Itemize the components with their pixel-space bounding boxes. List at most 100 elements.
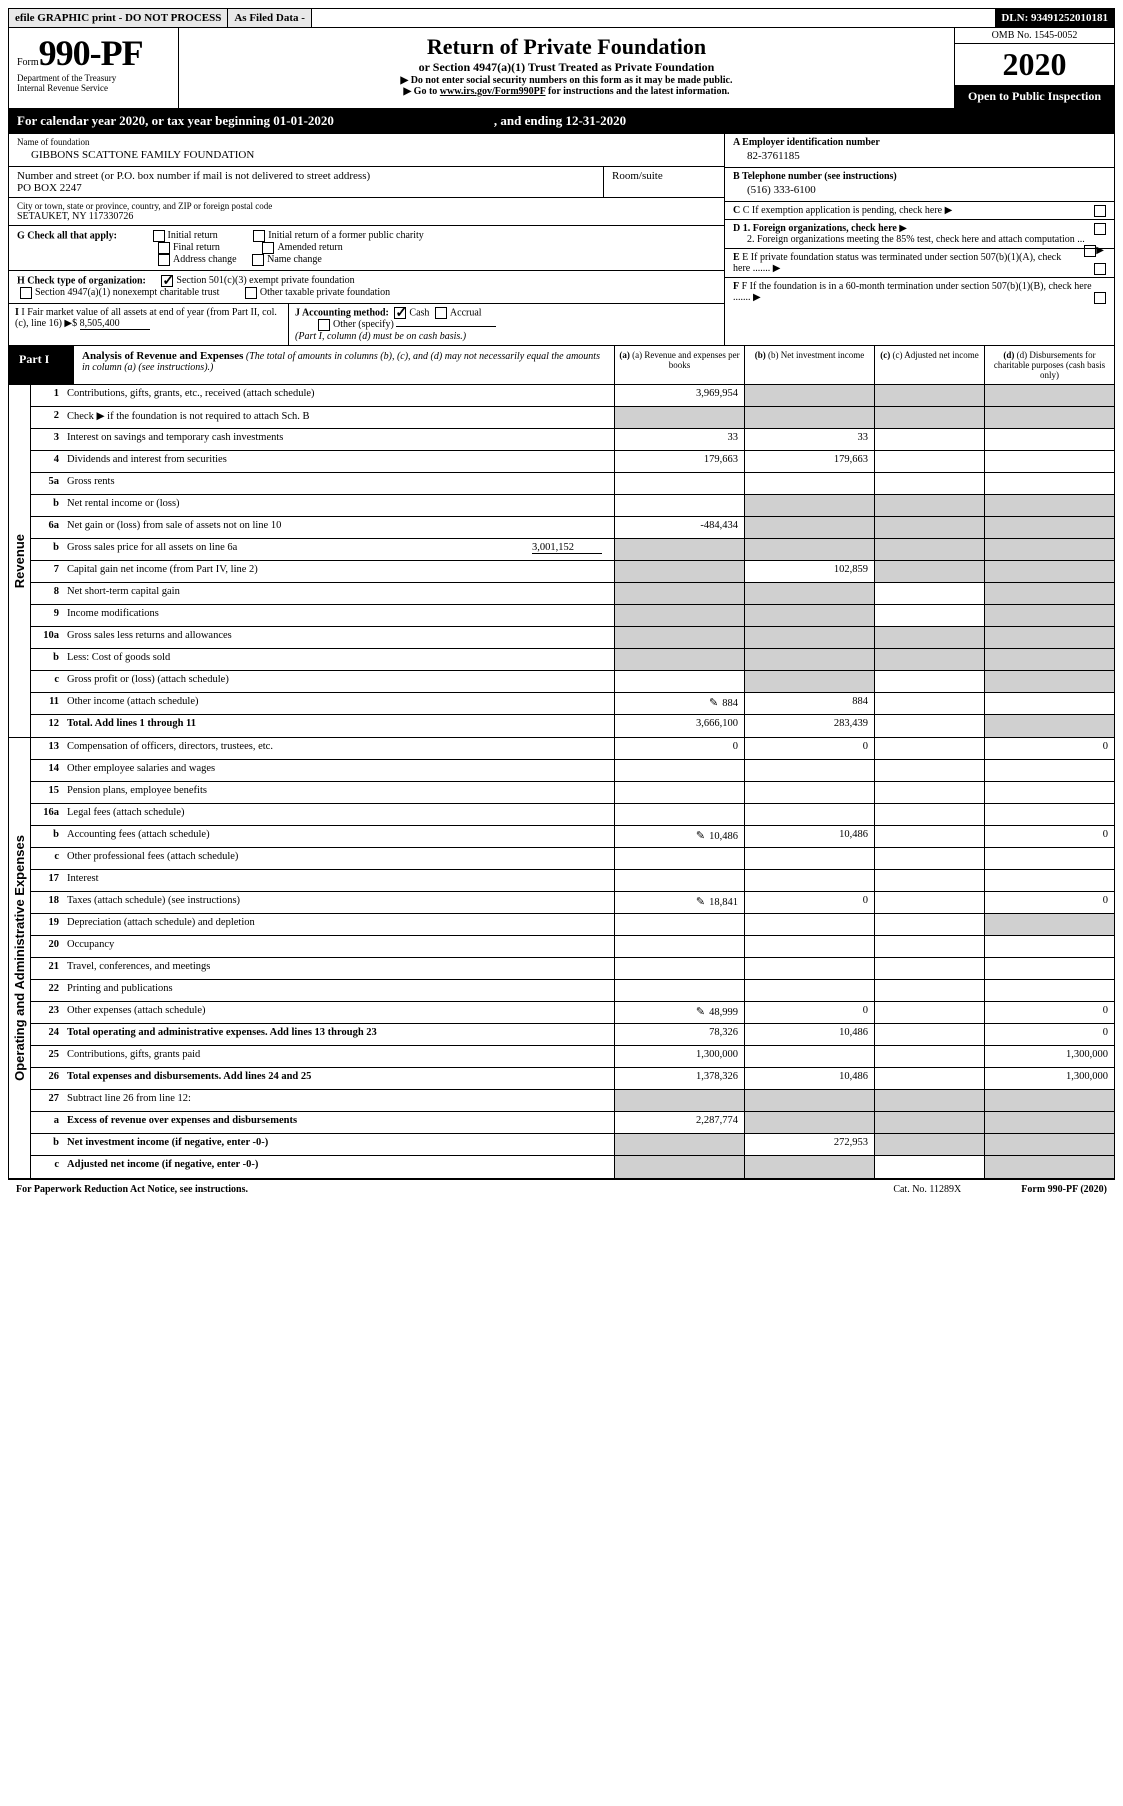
cell-2-c — [874, 407, 984, 428]
chk-d2[interactable] — [1084, 245, 1096, 257]
cell-15-a — [614, 782, 744, 803]
cell-a-d — [984, 1112, 1114, 1133]
cell-20-d — [984, 936, 1114, 957]
line-13: 13Compensation of officers, directors, t… — [31, 738, 1114, 760]
cell-10a-c — [874, 627, 984, 648]
cell-18-d: 0 — [984, 892, 1114, 913]
cell-5a-d — [984, 473, 1114, 494]
ssn-note: ▶ Do not enter social security numbers o… — [187, 75, 946, 86]
attach-icon[interactable]: ✎ — [709, 696, 718, 709]
irs-link[interactable]: www.irs.gov/Form990PF — [440, 86, 546, 97]
chk-final[interactable] — [158, 242, 170, 254]
cell-9-b — [744, 605, 874, 626]
form-ref: Form 990-PF (2020) — [1021, 1184, 1107, 1195]
cell-7-d — [984, 561, 1114, 582]
cell-24-a: 78,326 — [614, 1024, 744, 1045]
cell-b-c — [874, 1134, 984, 1155]
attach-icon[interactable]: ✎ — [696, 895, 705, 908]
chk-f[interactable] — [1094, 292, 1106, 304]
cell-c-a — [614, 848, 744, 869]
cell-13-c — [874, 738, 984, 759]
cell-18-b: 0 — [744, 892, 874, 913]
chk-cash[interactable] — [394, 307, 406, 319]
cell-5a-c — [874, 473, 984, 494]
as-filed: As Filed Data - — [228, 9, 312, 27]
attach-icon[interactable]: ✎ — [696, 1005, 705, 1018]
chk-d1[interactable] — [1094, 223, 1106, 235]
cell-b-a — [614, 649, 744, 670]
cell-15-c — [874, 782, 984, 803]
cell-16a-d — [984, 804, 1114, 825]
cell-c-c — [874, 671, 984, 692]
room-label: Room/suite — [612, 170, 716, 182]
cell-26-c — [874, 1068, 984, 1089]
c-label: C If exemption application is pending, c… — [743, 205, 942, 216]
chk-addr-change[interactable] — [158, 254, 170, 266]
chk-other-taxable[interactable] — [245, 287, 257, 299]
chk-c[interactable] — [1094, 205, 1106, 217]
part1-header: Part I Analysis of Revenue and Expenses … — [8, 346, 1115, 385]
cell-11-a: ✎884 — [614, 693, 744, 714]
cell-c-d — [984, 1156, 1114, 1178]
line-23: 23Other expenses (attach schedule)✎48,99… — [31, 1002, 1114, 1024]
cell-19-d — [984, 914, 1114, 935]
cell-8-d — [984, 583, 1114, 604]
cell-c-d — [984, 671, 1114, 692]
cell-b-a — [614, 495, 744, 516]
chk-e[interactable] — [1094, 263, 1106, 275]
header-center: Return of Private Foundation or Section … — [179, 28, 954, 108]
open-public: Open to Public Inspection — [955, 85, 1114, 108]
line-6a: 6aNet gain or (loss) from sale of assets… — [31, 517, 1114, 539]
cell-27-a — [614, 1090, 744, 1111]
line-c: cOther professional fees (attach schedul… — [31, 848, 1114, 870]
form-word: Form — [17, 57, 39, 68]
attach-icon[interactable]: ✎ — [696, 829, 705, 842]
chk-name-change[interactable] — [252, 254, 264, 266]
cell-14-c — [874, 760, 984, 781]
section-g: G Check all that apply: Initial return I… — [9, 226, 724, 271]
line-16a: 16aLegal fees (attach schedule) — [31, 804, 1114, 826]
cell-17-c — [874, 870, 984, 891]
cell-c-c — [874, 848, 984, 869]
chk-amended[interactable] — [262, 242, 274, 254]
cell-27-b — [744, 1090, 874, 1111]
cell-4-a: 179,663 — [614, 451, 744, 472]
cell-a-c — [874, 1112, 984, 1133]
name-label: Name of foundation — [17, 137, 716, 147]
page-footer: For Paperwork Reduction Act Notice, see … — [8, 1179, 1115, 1199]
line-9: 9Income modifications — [31, 605, 1114, 627]
chk-4947a1[interactable] — [20, 287, 32, 299]
line-3: 3Interest on savings and temporary cash … — [31, 429, 1114, 451]
chk-accrual[interactable] — [435, 307, 447, 319]
cell-20-c — [874, 936, 984, 957]
form-header: Form990-PF Department of the Treasury In… — [8, 28, 1115, 109]
cell-3-d — [984, 429, 1114, 450]
cell-b-d — [984, 539, 1114, 560]
form-id-block: Form990-PF Department of the Treasury In… — [9, 28, 179, 108]
ein-label: A Employer identification number — [733, 137, 880, 148]
cell-22-c — [874, 980, 984, 1001]
line-25: 25Contributions, gifts, grants paid1,300… — [31, 1046, 1114, 1068]
cell-25-c — [874, 1046, 984, 1067]
cell-27-c — [874, 1090, 984, 1111]
line-b: bGross sales price for all assets on lin… — [31, 539, 1114, 561]
cell-13-d: 0 — [984, 738, 1114, 759]
cell-19-a — [614, 914, 744, 935]
address: PO BOX 2247 — [17, 182, 595, 194]
cell-11-c — [874, 693, 984, 714]
cell-7-a — [614, 561, 744, 582]
cell-22-d — [984, 980, 1114, 1001]
cell-19-c — [874, 914, 984, 935]
cell-c-b — [744, 671, 874, 692]
chk-other-method[interactable] — [318, 319, 330, 331]
line-19: 19Depreciation (attach schedule) and dep… — [31, 914, 1114, 936]
chk-initial-former[interactable] — [253, 230, 265, 242]
chk-501c3[interactable] — [161, 275, 173, 287]
cell-26-b: 10,486 — [744, 1068, 874, 1089]
cell-2-d — [984, 407, 1114, 428]
cell-25-b — [744, 1046, 874, 1067]
cell-12-a: 3,666,100 — [614, 715, 744, 737]
dept-irs: Internal Revenue Service — [17, 84, 170, 94]
cell-21-d — [984, 958, 1114, 979]
chk-initial[interactable] — [153, 230, 165, 242]
